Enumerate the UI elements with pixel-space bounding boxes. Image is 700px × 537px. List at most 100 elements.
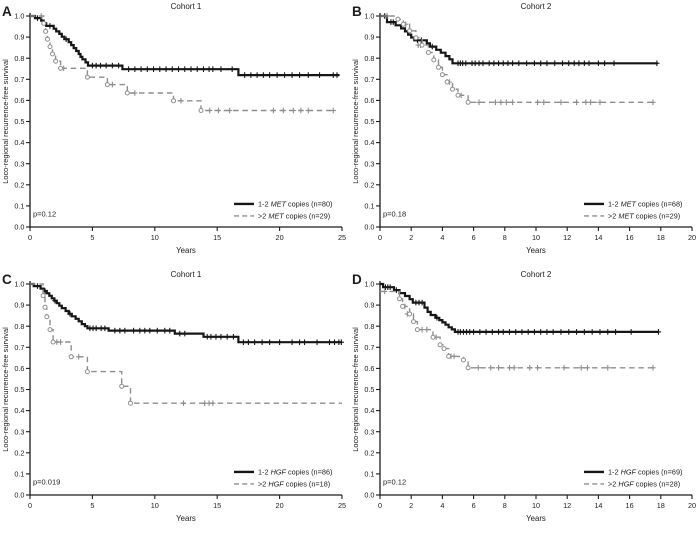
y-tick-label: 0.9 [364,301,374,310]
event-marker [461,357,466,363]
x-tick-label: 0 [28,233,32,242]
y-tick-label: 0.0 [14,223,24,232]
y-tick-label: 0.1 [14,470,24,479]
y-tick-label: 0.4 [364,406,374,415]
event-marker [446,353,452,359]
chart-title: Cohort 1 [171,270,202,279]
km-curve-dashed [380,15,654,103]
event-marker [119,383,125,389]
event-marker [437,342,443,348]
y-tick-label: 0.2 [364,180,374,189]
x-tick-label: 16 [626,501,634,510]
p-value-label: p=0.019 [33,478,60,487]
event-marker [425,50,431,55]
event-marker [171,98,176,104]
event-marker [47,44,53,50]
event-marker [465,99,471,105]
event-marker [128,400,133,406]
legend-label: 1-2 HGF copies (n=69) [608,468,682,477]
km-curve-solid [380,282,660,333]
event-marker [439,72,445,78]
x-tick-label: 25 [338,501,346,510]
legend-label: >2 MET copies (n=29) [258,212,330,221]
y-tick-label: 0.1 [14,202,24,211]
censor-marks [34,15,340,78]
censor-marks [382,288,656,371]
x-tick-label: 10 [151,233,159,242]
event-marker [444,79,450,85]
y-axis-label: Loco-regional recurrence-free survival [351,327,360,452]
y-tick-label: 0.8 [14,54,24,63]
x-tick-label: 25 [338,233,346,242]
event-marker [400,303,406,309]
y-tick-label: 0.3 [14,159,24,168]
x-tick-label: 5 [90,501,94,510]
y-tick-label: 0.5 [364,385,374,394]
x-axis-label: Years [176,514,196,523]
y-tick-label: 1.0 [364,12,374,21]
x-tick-label: 10 [151,501,159,510]
event-marker [42,304,48,310]
x-tick-label: 14 [594,233,602,242]
y-tick-label: 0.2 [14,180,24,189]
y-tick-label: 0.7 [364,343,374,352]
y-tick-label: 0.5 [14,117,24,126]
y-tick-label: 0.5 [14,385,24,394]
y-tick-label: 0.8 [364,322,374,331]
event-marker [43,28,49,34]
censor-marks [38,13,336,114]
y-axis-label: Loco-regional recurrence-free survival [1,327,10,452]
x-tick-label: 15 [213,233,221,242]
y-tick-label: 0.9 [364,33,374,42]
x-tick-label: 14 [594,501,602,510]
event-marker [413,35,419,41]
x-tick-label: 0 [378,501,382,510]
y-tick-label: 0.0 [14,491,24,500]
y-tick-label: 0.6 [364,364,374,373]
censor-marks [382,13,660,67]
event-marker [431,57,437,63]
y-tick-label: 0.3 [364,159,374,168]
y-tick-label: 0.4 [14,406,24,415]
event-marker [124,90,130,96]
y-tick-label: 0.5 [364,117,374,126]
event-marker [397,296,402,302]
censor-marks [54,339,216,407]
legend-label: 1-2 MET copies (n=68) [608,200,682,209]
x-tick-label: 20 [276,501,284,510]
x-tick-label: 5 [90,233,94,242]
x-tick-label: 18 [657,233,665,242]
event-marker [45,36,50,42]
event-marker [198,108,204,113]
event-marker [395,16,401,22]
legend-label: 1-2 MET copies (n=80) [258,200,332,209]
y-tick-label: 1.0 [364,280,374,289]
y-tick-label: 0.1 [364,470,374,479]
y-tick-label: 0.9 [14,301,24,310]
panel-B: B Cohort 2 0.0 0.1 0.2 0.3 0.4 0.5 0.6 0.7 0.8 0.9 1… [350,0,700,268]
legend-label: >2 HGF copies (n=18) [258,480,330,489]
y-tick-label: 0.7 [14,75,24,84]
x-tick-label: 6 [472,233,476,242]
p-value-label: p=0.12 [33,210,56,219]
km-chart-D: D Cohort 2 0.0 0.1 0.2 0.3 0.4 0.5 0.6 0.7 0.8 0.9 1… [351,270,696,523]
legend-label: >2 HGF copies (n=28) [608,480,680,489]
event-marker [84,74,90,80]
x-tick-label: 20 [276,233,284,242]
panel-A: A Cohort 1 0.0 0.1 0.2 0.3 0.4 0.5 0.6 0.7 0.8 0.9 1… [0,0,350,268]
event-marker [450,86,455,92]
event-marker [407,311,413,317]
km-curve-solid [30,282,342,344]
y-tick-label: 0.2 [14,448,24,457]
y-tick-label: 0.6 [14,96,24,105]
y-tick-label: 0.3 [14,427,24,436]
x-tick-label: 18 [657,501,665,510]
km-curve-dashed [30,283,342,404]
censor-marks [382,284,662,335]
x-tick-label: 4 [440,501,444,510]
panel-letter: C [2,272,12,287]
x-tick-label: 0 [378,233,382,242]
event-marker [441,346,447,352]
event-marker [419,42,425,48]
